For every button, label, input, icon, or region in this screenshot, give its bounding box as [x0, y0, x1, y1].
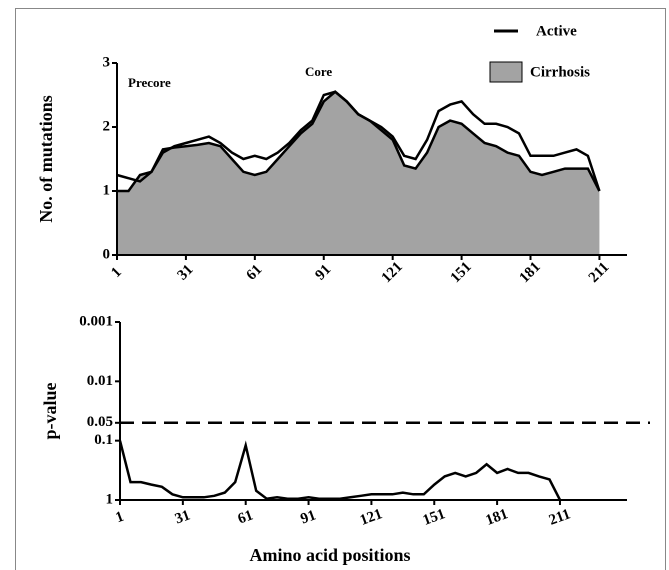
x-tick-label: 181 [517, 259, 544, 286]
x-tick-label: 31 [173, 507, 193, 527]
x-tick-label: 211 [547, 506, 573, 528]
y-tick-label: 0.05 [87, 414, 113, 430]
frame [15, 8, 666, 570]
x-axis-label: Amino acid positions [249, 545, 410, 565]
line [118, 440, 562, 501]
x-tick-label: 61 [236, 507, 256, 527]
x-tick-label: 31 [175, 262, 197, 284]
x-tick-label: 211 [586, 259, 613, 286]
y-tick-label: 0.1 [94, 432, 113, 448]
y-axis-label: p-value [40, 382, 60, 439]
y-tick-label: 1 [103, 182, 111, 198]
x-tick-label: 1 [114, 509, 127, 527]
y-tick-label: 0.01 [87, 373, 113, 389]
y-axis-label: No. of mutations [36, 95, 56, 223]
y-tick-label: 0 [103, 246, 111, 262]
legend-label: Cirrhosis [530, 64, 590, 80]
x-tick-label: 151 [421, 506, 448, 529]
legend-label: Active [536, 23, 577, 39]
area [117, 91, 600, 255]
annotation: Precore [128, 75, 171, 90]
legend-swatch [489, 61, 523, 83]
y-tick-label: 0.001 [79, 313, 113, 329]
x-tick-label: 91 [299, 507, 319, 527]
x-tick-label: 181 [484, 506, 511, 529]
x-tick-label: 121 [358, 506, 385, 529]
y-tick-label: 1 [106, 491, 114, 507]
line [116, 90, 601, 192]
y-tick-label: 2 [103, 118, 111, 134]
x-tick-label: 151 [448, 259, 475, 286]
y-tick-label: 3 [103, 54, 111, 70]
annotation: Core [305, 64, 332, 79]
x-tick-label: 121 [379, 259, 406, 286]
x-tick-label: 1 [108, 264, 125, 281]
x-tick-label: 61 [243, 262, 265, 284]
x-tick-label: 91 [312, 262, 334, 284]
